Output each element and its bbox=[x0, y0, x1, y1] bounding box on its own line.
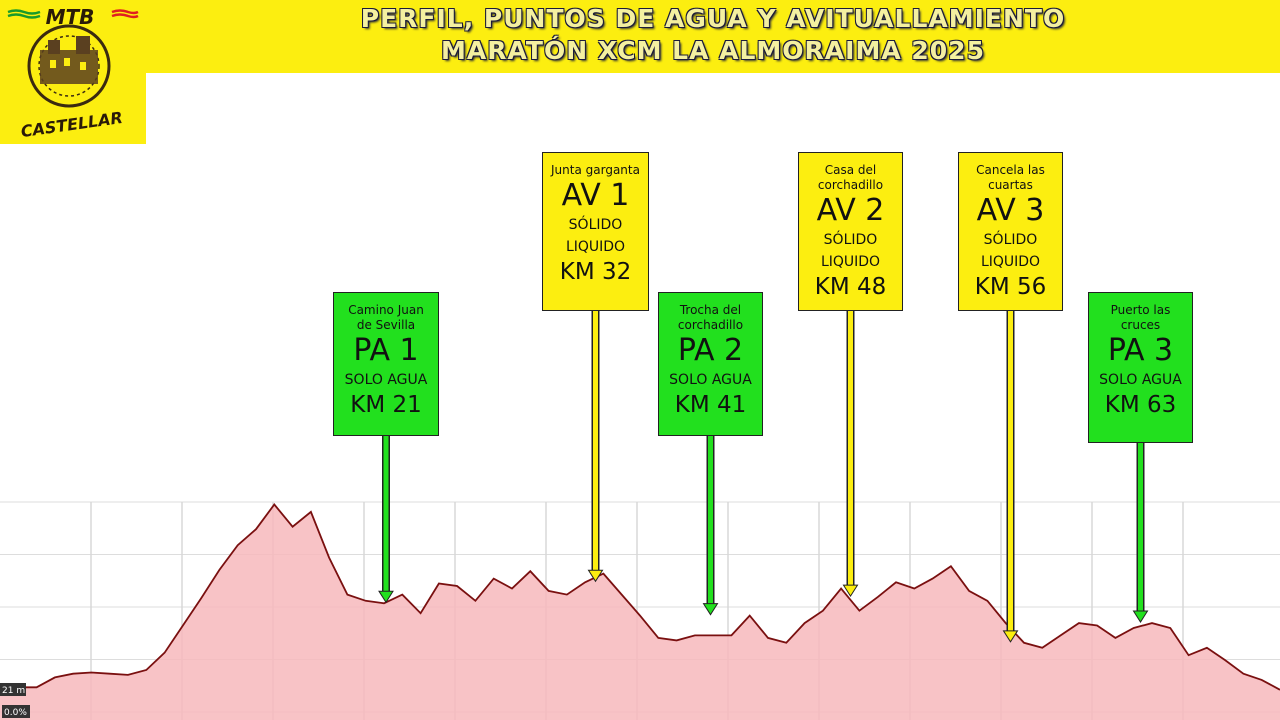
callout-km: KM 32 bbox=[559, 259, 632, 285]
callout-av-1: Junta garganta AV 1 SÓLIDO LIQUIDO KM 32 bbox=[542, 152, 649, 311]
callout-service: SÓLIDO bbox=[983, 232, 1038, 248]
callout-code: AV 3 bbox=[976, 193, 1045, 228]
club-logo: MTB CASTELLAR bbox=[0, 0, 146, 144]
callout-service: SÓLIDO bbox=[568, 217, 623, 233]
callout-pa-1: Camino Juan de Sevilla PA 1 SOLO AGUA KM 21 bbox=[333, 292, 439, 436]
callout-av-3: Cancela las cuartas AV 3 SÓLIDO LIQUIDO KM 5… bbox=[958, 152, 1063, 311]
callout-arrowhead bbox=[1002, 630, 1019, 643]
callout-km: KM 48 bbox=[814, 274, 887, 300]
callout-service: LIQUIDO bbox=[565, 239, 626, 255]
title-line-1: PERFIL, PUNTOS DE AGUA Y AVITUALLAMIENTO bbox=[360, 4, 1066, 33]
callout-code: PA 3 bbox=[1107, 333, 1174, 368]
callout-place: Cancela las cuartas bbox=[976, 163, 1045, 192]
callout-km: KM 41 bbox=[674, 392, 747, 418]
callout-code: PA 1 bbox=[353, 333, 419, 368]
callout-service: SOLO AGUA bbox=[1099, 372, 1182, 388]
callout-service: LIQUIDO bbox=[980, 254, 1041, 270]
callout-code: AV 1 bbox=[561, 178, 630, 213]
callout-place: Puerto las cruces bbox=[1110, 303, 1171, 332]
callout-av-2: Casa del corchadillo AV 2 SÓLIDO LIQUIDO KM … bbox=[798, 152, 903, 311]
callout-km: KM 21 bbox=[350, 392, 422, 418]
callout-km: KM 56 bbox=[974, 274, 1047, 300]
title-banner bbox=[0, 0, 1280, 73]
callout-service: SOLO AGUA bbox=[344, 372, 428, 388]
callout-pa-3: Puerto las cruces PA 3 SOLO AGUA KM 63 bbox=[1088, 292, 1193, 443]
callout-service: SOLO AGUA bbox=[669, 372, 752, 388]
callout-place: Junta garganta bbox=[551, 163, 640, 177]
callout-place: Trocha del corchadillo bbox=[677, 303, 744, 332]
callout-arrowhead bbox=[587, 569, 604, 583]
callout-arrowhead bbox=[842, 584, 859, 598]
callout-arrowhead bbox=[378, 590, 394, 604]
callout-code: PA 2 bbox=[677, 333, 744, 368]
callout-arrowhead bbox=[1132, 610, 1149, 623]
callout-arrowhead bbox=[702, 603, 719, 616]
elevation-axis-label-bg bbox=[0, 683, 26, 696]
callout-pa-2: Trocha del corchadillo PA 2 SOLO AGUA KM 41 bbox=[658, 292, 763, 436]
profile-line bbox=[0, 503, 1280, 691]
logo-top-text: MTB bbox=[46, 5, 95, 29]
callout-service: SÓLIDO bbox=[823, 232, 878, 248]
callout-place: Camino Juan de Sevilla bbox=[348, 303, 424, 332]
callout-service: LIQUIDO bbox=[820, 254, 881, 270]
profile-area-fill bbox=[0, 504, 1280, 720]
callout-place: Casa del corchadillo bbox=[817, 163, 884, 192]
elevation-axis-label: 21 m bbox=[2, 686, 25, 696]
callout-code: AV 2 bbox=[816, 193, 885, 228]
club-logo-graphic: MTB CASTELLAR bbox=[7, 5, 139, 141]
grade-axis-label: 0.0% bbox=[4, 708, 27, 718]
grade-axis-label-bg bbox=[2, 705, 30, 718]
callout-km: KM 63 bbox=[1104, 392, 1177, 418]
title-line-2: MARATÓN XCM LA ALMORAIMA 2025 bbox=[441, 36, 985, 65]
